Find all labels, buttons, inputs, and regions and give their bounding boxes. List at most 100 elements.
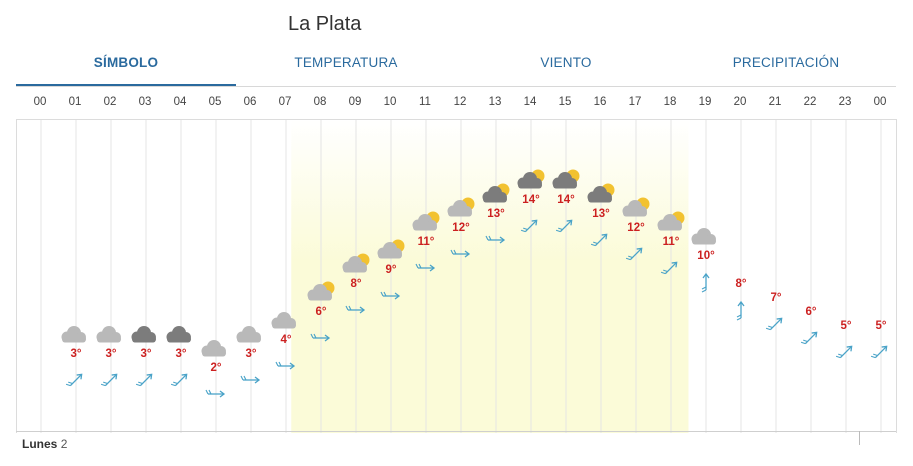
- temperature-label: 4°: [281, 334, 292, 346]
- temperature-label: 12°: [627, 222, 645, 234]
- wind-arrow-icon: [275, 361, 296, 370]
- hour-label: 05: [208, 96, 222, 108]
- forecast-chart: 3° 3° 3° 3° 2° 3° 4° 6° 8° 9° 11° 12° 13° 14° 14° 13° 12…: [16, 119, 897, 433]
- wind-arrow-icon: [170, 373, 188, 387]
- cloud-sun-icon: [377, 239, 405, 259]
- temperature-label: 12°: [452, 222, 470, 234]
- temperature-label: 3°: [71, 348, 82, 360]
- temperature-label: 5°: [876, 320, 887, 332]
- wind-arrow-icon: [100, 373, 118, 387]
- hour-label: 04: [173, 96, 187, 108]
- wind-arrow-icon: [520, 219, 538, 233]
- wind-arrow-icon: [135, 373, 153, 387]
- cloud-moon-icon: [166, 324, 191, 343]
- wind-arrow-icon: [701, 272, 710, 293]
- hour-label: 11: [419, 96, 431, 108]
- cloud-moon-icon: [691, 226, 716, 245]
- hour-label: 06: [243, 96, 257, 108]
- day-divider: [16, 431, 896, 432]
- wind-arrow-icon: [380, 291, 401, 300]
- cloud-moon-icon: [96, 324, 121, 343]
- tab-precipitacion[interactable]: PRECIPITACIÓN: [732, 55, 840, 70]
- wind-arrow-icon: [240, 375, 261, 384]
- cloud-sun-icon: [342, 253, 370, 273]
- page-title: La Plata: [288, 13, 362, 35]
- temperature-label: 14°: [522, 194, 540, 206]
- temperature-label: 11°: [418, 236, 435, 248]
- tab-viento[interactable]: VIENTO: [540, 55, 592, 70]
- cloud-sun-icon: [412, 211, 440, 231]
- hour-label: 23: [838, 96, 852, 108]
- temperature-label: 8°: [351, 278, 362, 290]
- hour-label: 16: [593, 96, 607, 108]
- day-label: Lunes 2: [22, 437, 67, 451]
- tab-temperatura[interactable]: TEMPERATURA: [294, 55, 398, 70]
- temperature-label: 13°: [592, 208, 610, 220]
- day-end-tick: [859, 431, 860, 445]
- day-name: Lunes: [22, 437, 58, 451]
- wind-arrow-icon: [555, 219, 573, 233]
- temperature-label: 3°: [141, 348, 152, 360]
- hour-label: 18: [663, 96, 677, 108]
- hour-axis: 00 01 02 03 04 05 06 07 08 09 10 11 12 13 14 15 16 17 18 19…: [0, 96, 913, 114]
- day-number: 2: [60, 437, 68, 451]
- hour-label: 12: [453, 96, 467, 108]
- cloud-sun-icon: [657, 211, 685, 231]
- cloud-sun-icon: [552, 169, 580, 189]
- cloud-moon-icon: [131, 324, 156, 343]
- temperature-label: 5°: [841, 320, 852, 332]
- temperature-label: 3°: [246, 348, 257, 360]
- cloud-sun-icon: [622, 197, 650, 217]
- hour-label: 02: [103, 96, 117, 108]
- wind-arrow-icon: [310, 333, 331, 342]
- wind-arrow-icon: [450, 249, 471, 258]
- cloud-sun-icon: [447, 197, 475, 217]
- cloud-moon-icon: [61, 324, 86, 343]
- wind-arrow-icon: [800, 331, 818, 345]
- hour-label: 07: [278, 96, 292, 108]
- cloud-sun-icon: [307, 281, 335, 301]
- hour-label: 08: [313, 96, 327, 108]
- temperature-label: 3°: [106, 348, 117, 360]
- hour-label: 00: [33, 96, 47, 108]
- tab-bar: SÍMBOLO TEMPERATURA VIENTO PRECIPITACIÓN: [16, 50, 896, 87]
- temperature-label: 11°: [663, 236, 680, 248]
- hour-label: 22: [803, 96, 817, 108]
- hour-label: 14: [523, 96, 537, 108]
- wind-arrow-icon: [205, 389, 226, 398]
- wind-arrow-icon: [65, 373, 83, 387]
- wind-arrow-icon: [415, 263, 436, 272]
- wind-arrow-icon: [660, 261, 678, 275]
- wind-arrow-icon: [736, 300, 745, 321]
- temperature-label: 14°: [557, 194, 575, 206]
- hour-label: 00: [873, 96, 887, 108]
- temperature-label: 9°: [386, 264, 397, 276]
- hour-label: 20: [733, 96, 747, 108]
- temperature-label: 2°: [211, 362, 222, 374]
- hour-label: 15: [558, 96, 572, 108]
- hour-label: 13: [488, 96, 502, 108]
- forecast-chart-svg: 3° 3° 3° 3° 2° 3° 4° 6° 8° 9° 11° 12° 13° 14° 14° 13° 12…: [40, 120, 888, 433]
- hour-label: 03: [138, 96, 152, 108]
- daylight-band: [291, 120, 689, 433]
- cloud-moon-icon: [201, 338, 226, 357]
- temperature-label: 10°: [697, 250, 715, 262]
- cloud-sun-icon: [517, 169, 545, 189]
- wind-arrow-icon: [835, 345, 853, 359]
- cloud-moon-icon: [236, 324, 261, 343]
- temperature-label: 13°: [487, 208, 505, 220]
- hour-label: 01: [68, 96, 82, 108]
- temperature-label: 6°: [316, 306, 327, 318]
- wind-arrow-icon: [485, 235, 506, 244]
- temperature-label: 3°: [176, 348, 187, 360]
- temperature-label: 6°: [806, 306, 817, 318]
- wind-arrow-icon: [870, 345, 888, 359]
- wind-arrow-icon: [625, 247, 643, 261]
- hour-label: 10: [383, 96, 397, 108]
- temperature-label: 7°: [771, 292, 782, 304]
- wind-arrow-icon: [345, 305, 366, 314]
- cloud-sun-icon: [587, 183, 615, 203]
- tab-simbolo[interactable]: SÍMBOLO: [16, 50, 236, 86]
- cloud-sun-icon: [482, 183, 510, 203]
- temperature-label: 8°: [736, 278, 747, 290]
